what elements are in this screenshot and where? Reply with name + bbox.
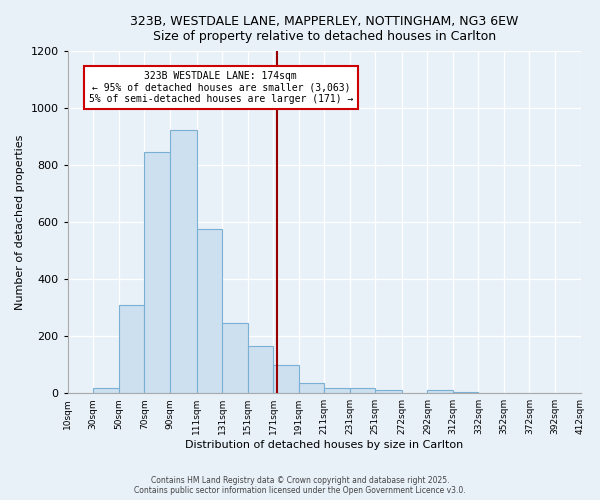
Text: Contains HM Land Registry data © Crown copyright and database right 2025.
Contai: Contains HM Land Registry data © Crown c…: [134, 476, 466, 495]
X-axis label: Distribution of detached houses by size in Carlton: Distribution of detached houses by size …: [185, 440, 463, 450]
Bar: [119, 305, 144, 393]
Bar: [93, 388, 119, 393]
Bar: [170, 130, 197, 393]
Text: 323B WESTDALE LANE: 174sqm
← 95% of detached houses are smaller (3,063)
5% of se: 323B WESTDALE LANE: 174sqm ← 95% of deta…: [89, 71, 353, 104]
Bar: [197, 230, 222, 393]
Bar: [273, 364, 299, 393]
Bar: [350, 388, 375, 393]
Bar: [248, 346, 273, 393]
Bar: [299, 383, 324, 393]
Bar: [144, 152, 170, 393]
Bar: [222, 324, 248, 393]
Title: 323B, WESTDALE LANE, MAPPERLEY, NOTTINGHAM, NG3 6EW
Size of property relative to: 323B, WESTDALE LANE, MAPPERLEY, NOTTINGH…: [130, 15, 518, 43]
Bar: [453, 392, 478, 393]
Y-axis label: Number of detached properties: Number of detached properties: [15, 134, 25, 310]
Bar: [427, 390, 453, 393]
Bar: [324, 388, 350, 393]
Bar: [375, 390, 402, 393]
